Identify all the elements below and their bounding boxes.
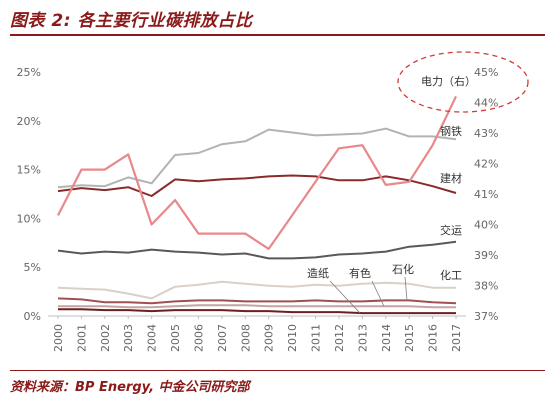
y-tick-label: 15%	[17, 164, 41, 177]
series-line-造纸	[58, 308, 456, 315]
y-tick-label: 25%	[17, 66, 41, 79]
series-line-钢铁	[57, 127, 457, 189]
x-tick-label: 2015	[403, 324, 416, 352]
series-line-有色	[58, 304, 456, 309]
series-line-电力（右）	[57, 95, 457, 250]
series-label: 石化	[392, 262, 414, 276]
y2-tick-label: 41%	[474, 188, 498, 201]
x-tick-label: 2014	[380, 324, 393, 352]
x-tick-label: 2011	[310, 324, 323, 352]
x-tick-label: 2000	[52, 324, 65, 352]
series-label: 交运	[440, 223, 462, 237]
label-leader-line	[404, 276, 408, 301]
y-tick-label: 10%	[17, 212, 41, 225]
x-tick-label: 2012	[333, 324, 346, 352]
x-tick-label: 2004	[146, 324, 159, 352]
y2-tick-label: 44%	[474, 97, 498, 110]
figure-title: 图表 2: 各主要行业碳排放占比	[10, 11, 253, 31]
series-label: 造纸	[307, 266, 329, 280]
y2-tick-label: 38%	[474, 280, 498, 293]
x-tick-label: 2007	[216, 324, 229, 352]
y-tick-label: 0%	[24, 310, 41, 323]
series-label: 钢铁	[440, 125, 462, 138]
series-line-建材	[57, 174, 457, 197]
x-tick-label: 2010	[286, 324, 299, 352]
series-line-交运	[57, 240, 457, 260]
x-tick-label: 2006	[192, 324, 205, 352]
series-label: 化工	[440, 268, 462, 282]
y-tick-label: 20%	[17, 115, 41, 128]
y2-tick-label: 43%	[474, 127, 498, 140]
y-tick-label: 5%	[24, 261, 41, 274]
x-tick-label: 2013	[356, 324, 369, 352]
title-rule	[10, 34, 545, 36]
label-leader-line	[371, 280, 385, 307]
y2-tick-label: 39%	[474, 249, 498, 262]
source-note: 资料来源：BP Energy, 中金公司研究部	[10, 380, 250, 395]
series-line-石化	[57, 297, 457, 305]
y2-tick-label: 40%	[474, 219, 498, 232]
y2-tick-label: 37%	[474, 310, 498, 323]
series-label: 有色	[349, 266, 371, 280]
x-tick-label: 2016	[427, 324, 440, 352]
x-tick-label: 2009	[263, 324, 276, 352]
series-label: 电力（右）	[421, 74, 476, 88]
series-line-化工	[57, 280, 456, 300]
source-rule	[10, 370, 545, 371]
x-tick-label: 2005	[169, 324, 182, 352]
highlight-ellipse	[397, 51, 529, 113]
label-leader-line	[329, 280, 361, 314]
x-tick-label: 2008	[239, 324, 252, 352]
x-tick-label: 2017	[450, 324, 463, 352]
y2-tick-label: 42%	[474, 158, 498, 171]
x-tick-label: 2002	[99, 324, 112, 352]
y2-tick-label: 45%	[474, 66, 498, 79]
x-tick-label: 2001	[75, 324, 88, 352]
series-label: 建材	[440, 171, 462, 185]
x-tick-label: 2003	[122, 324, 135, 352]
